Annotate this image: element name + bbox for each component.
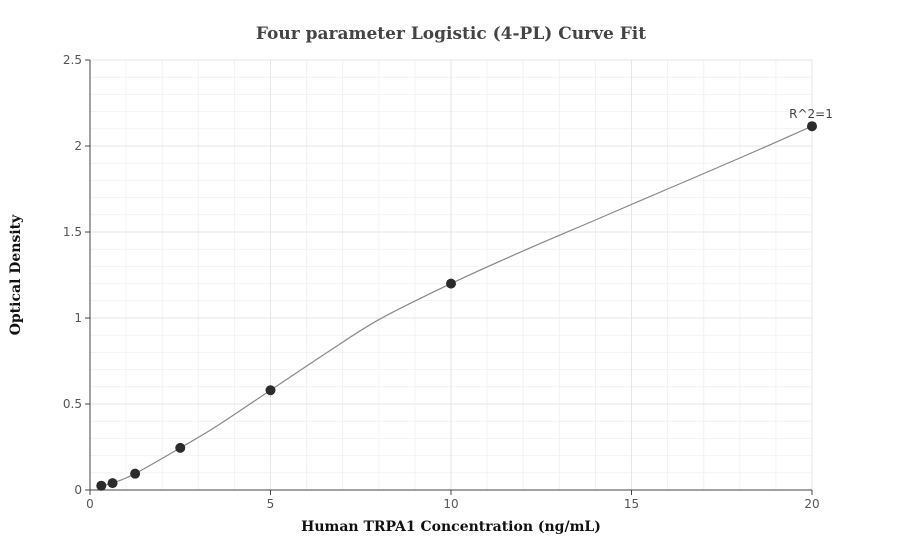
y-axis-title: Optical Density: [8, 214, 24, 335]
y-tick-label: 1.5: [63, 225, 82, 239]
y-tick-label: 2.5: [63, 53, 82, 67]
x-tick-label: 5: [267, 497, 275, 511]
data-point: [130, 468, 141, 479]
y-tick-label: 0: [74, 483, 82, 497]
data-point: [265, 385, 276, 396]
axes: [85, 59, 813, 495]
y-tick-label: 0.5: [63, 397, 82, 411]
data-point: [446, 278, 456, 289]
chart-title: Four parameter Logistic (4-PL) Curve Fit: [256, 24, 646, 44]
data-points: [96, 121, 817, 491]
y-tick-label: 1: [74, 311, 82, 325]
data-point: [96, 480, 107, 491]
x-tick-label: 0: [86, 497, 94, 511]
data-point: [807, 121, 817, 132]
r-squared-annotation: R^2=1: [789, 107, 833, 121]
x-tick-label: 10: [443, 497, 458, 511]
x-tick-label: 20: [804, 497, 819, 511]
grid: [90, 59, 813, 490]
x-tick-label: 15: [624, 497, 639, 511]
tick-labels: 0 5 10 15 20 0 0.5 1 1.5 2 2.5: [63, 53, 820, 511]
y-tick-label: 2: [74, 139, 82, 153]
data-point: [107, 478, 118, 489]
fit-curve-line: [101, 125, 813, 487]
x-axis-title: Human TRPA1 Concentration (ng/mL): [301, 519, 601, 535]
data-point: [175, 442, 186, 453]
